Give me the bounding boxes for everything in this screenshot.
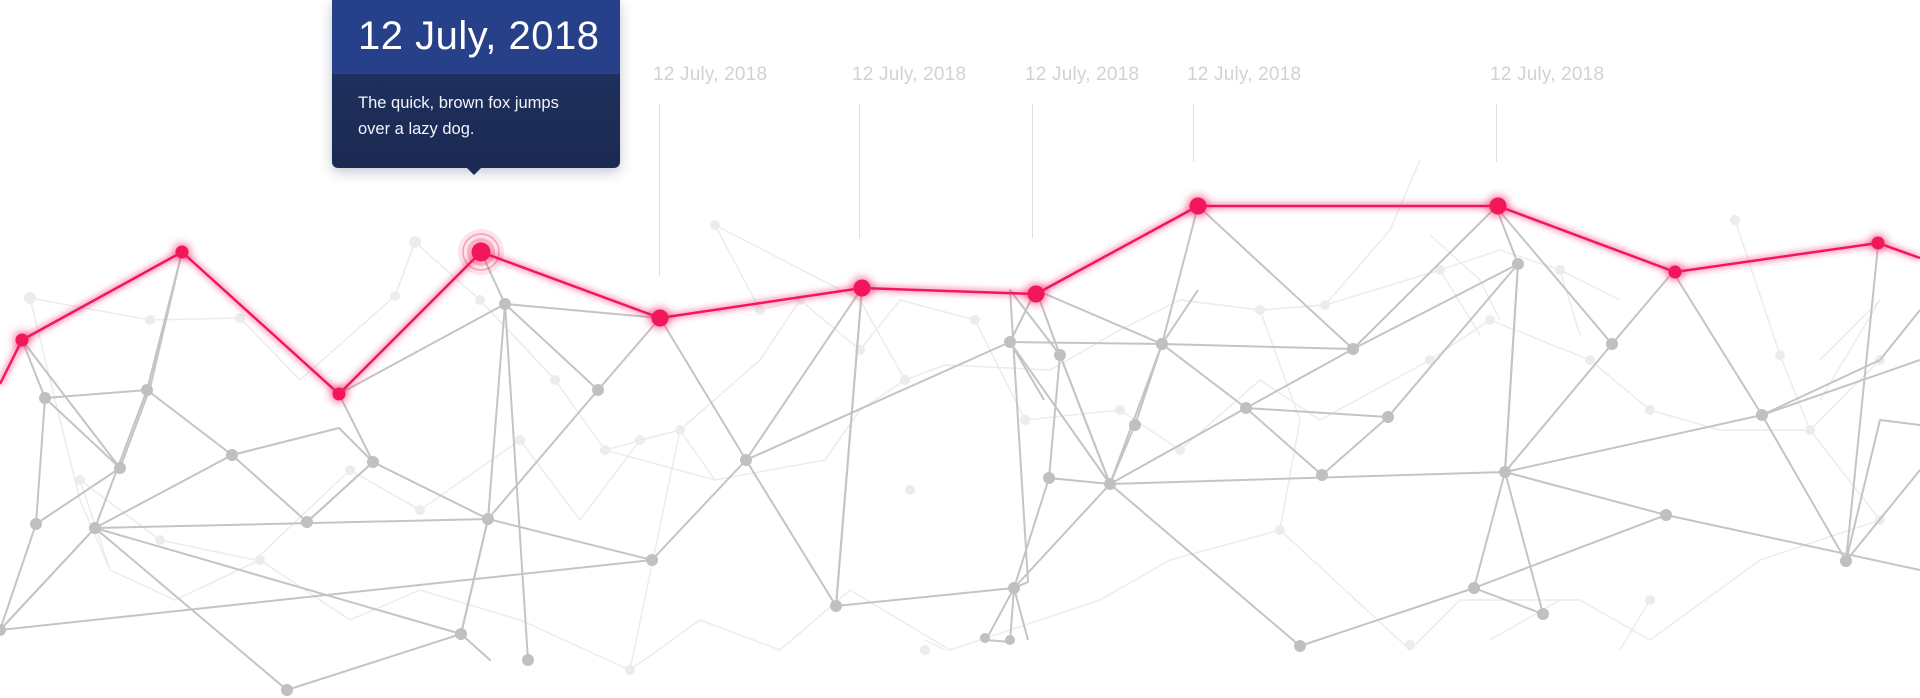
- timeline-point[interactable]: [1189, 197, 1207, 215]
- timeline-point[interactable]: [1871, 236, 1885, 250]
- active-timeline-point[interactable]: [458, 229, 504, 275]
- main-network: [0, 205, 1920, 691]
- timeline-stem: [859, 104, 860, 238]
- tooltip-description: The quick, brown fox jumps over a lazy d…: [358, 94, 559, 138]
- timeline-point[interactable]: [175, 245, 189, 259]
- timeline-point[interactable]: [1489, 197, 1507, 215]
- tooltip-header: 12 July, 2018: [332, 0, 620, 74]
- timeline-date-label[interactable]: 12 July, 2018: [1025, 64, 1140, 85]
- timeline-point[interactable]: [853, 279, 871, 297]
- timeline-stem: [1496, 104, 1497, 162]
- event-tooltip: 12 July, 2018 The quick, brown fox jumps…: [332, 0, 620, 175]
- timeline-point[interactable]: [1668, 265, 1682, 279]
- timeline-point[interactable]: [1027, 285, 1045, 303]
- timeline-point[interactable]: [332, 387, 346, 401]
- timeline-stem: [1032, 104, 1033, 238]
- main-network-nodes: [0, 258, 1852, 696]
- tooltip-pointer: [467, 168, 481, 175]
- timeline-date-label[interactable]: 12 July, 2018: [852, 64, 967, 85]
- tooltip-title: 12 July, 2018: [358, 14, 600, 58]
- timeline-stem: [659, 104, 660, 276]
- timeline-point[interactable]: [15, 333, 29, 347]
- timeline-stem: [1193, 104, 1194, 162]
- timeline-date-label[interactable]: 12 July, 2018: [653, 64, 768, 85]
- timeline-date-label[interactable]: 12 July, 2018: [1187, 64, 1302, 85]
- timeline-point[interactable]: [651, 309, 669, 327]
- highlight-nodes: [15, 197, 1885, 401]
- timeline-date-label[interactable]: 12 July, 2018: [1490, 64, 1605, 85]
- faint-network-nodes: [24, 215, 1885, 675]
